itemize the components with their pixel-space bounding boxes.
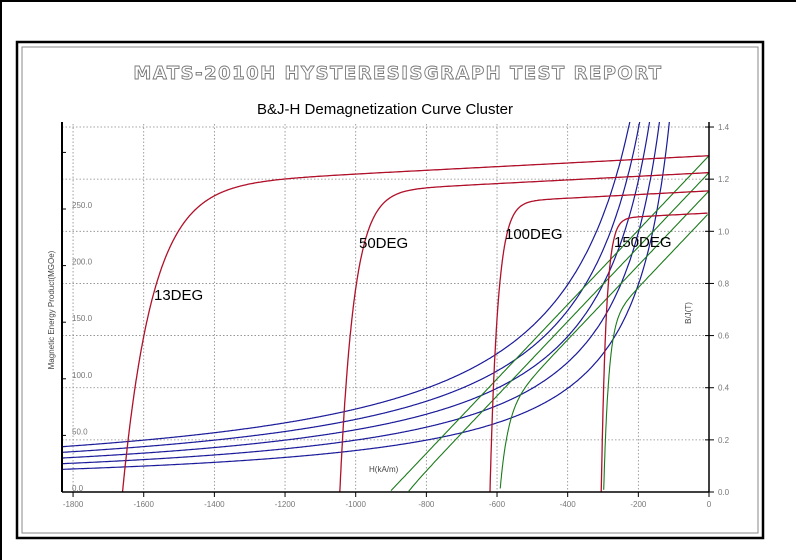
- x-tick-label: -1000: [345, 500, 366, 509]
- left-tick-label: 250.0: [72, 201, 93, 210]
- b-curve-13deg: [390, 155, 709, 491]
- right-tick-label: 1.0: [718, 227, 730, 236]
- left-tick-label: 200.0: [72, 258, 93, 267]
- energy-product-line-25mgoe: [62, 122, 661, 465]
- ticks: -1800 -1600 -1400 -1200 -1000 -800 -600 -400 -20…: [62, 123, 730, 509]
- b-curve-100deg: [499, 191, 709, 489]
- x-tick-label: -1400: [204, 500, 225, 509]
- report-title: MATS-2010H HYSTERESISGRAPH TEST REPORT: [133, 63, 662, 84]
- curve-label-13deg: 13DEG: [154, 287, 203, 304]
- x-tick-label: -1600: [133, 500, 154, 509]
- left-tick-label: 150.0: [72, 314, 93, 323]
- right-tick-label: 1.4: [718, 123, 730, 132]
- image-edge-left: [0, 0, 2, 560]
- report-frame-outer: [15, 40, 765, 540]
- b-curve-50deg: [408, 172, 709, 492]
- x-tick-label: -600: [489, 500, 506, 509]
- curve-label-50deg: 50DEG: [359, 235, 408, 252]
- j-curve-13deg: [121, 155, 709, 492]
- right-tick-label: 0.2: [718, 436, 730, 445]
- b-curve-150deg: [603, 214, 708, 490]
- j-curve-150deg: [600, 212, 708, 492]
- left-tick-label: 100.0: [72, 371, 93, 380]
- right-tick-label: 1.2: [718, 175, 730, 184]
- report-frame-inner: [21, 46, 759, 534]
- left-tick-label: 50.0: [72, 427, 88, 436]
- x-tick-label: -1800: [63, 500, 84, 509]
- curve-label-150deg: 150DEG: [614, 234, 672, 251]
- left-tick-label: 0.0: [72, 484, 84, 493]
- x-tick-label: 0: [707, 500, 712, 509]
- x-axis-label: H(kA/m): [369, 465, 399, 474]
- right-axis-label: B/J(T): [684, 302, 693, 324]
- energy-product-line-30mgoe: [62, 122, 651, 459]
- x-tick-label: -1200: [275, 500, 296, 509]
- image-edge-top: [0, 0, 796, 2]
- curve-label-100deg: 100DEG: [505, 226, 563, 243]
- j-curve-100deg: [489, 190, 709, 492]
- chart-title: B&J-H Demagnetization Curve Cluster: [257, 101, 513, 118]
- left-axis-label: Magnetic Energy Product(MGOe): [47, 250, 56, 369]
- j-curve-50deg: [339, 171, 709, 492]
- grid: [62, 124, 709, 492]
- energy-product-line-35mgoe: [62, 122, 641, 453]
- x-tick-label: -800: [418, 500, 435, 509]
- energy-product-line-40mgoe: [62, 122, 631, 448]
- right-tick-label: 0.6: [718, 332, 730, 341]
- energy-product-line-20mgoe: [62, 122, 670, 470]
- right-tick-label: 0.4: [718, 384, 730, 393]
- x-tick-label: -200: [630, 500, 647, 509]
- right-tick-label: 0.8: [718, 279, 730, 288]
- curves: [62, 122, 709, 492]
- x-tick-label: -400: [560, 500, 577, 509]
- right-tick-label: 0.0: [718, 488, 730, 497]
